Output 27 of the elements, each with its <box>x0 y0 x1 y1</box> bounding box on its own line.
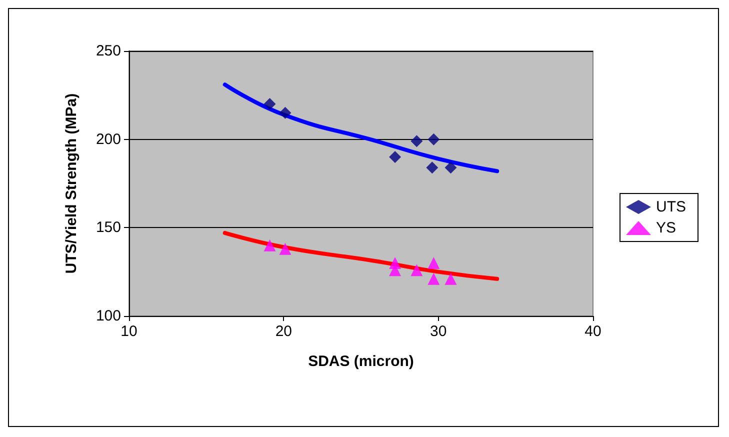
point <box>410 135 423 148</box>
point <box>426 162 438 174</box>
point <box>279 242 292 255</box>
x-tick-label: 10 <box>120 323 138 340</box>
y-tick-label: 250 <box>96 42 121 60</box>
point <box>444 272 457 285</box>
y-tick-label: 150 <box>96 219 121 236</box>
point <box>389 264 402 276</box>
y-tick-label: 100 <box>96 308 121 324</box>
x-tick-label: 40 <box>584 323 602 340</box>
point <box>264 98 276 110</box>
point <box>428 272 440 285</box>
y-axis-title: UTS/Yield Strength (MPa) <box>63 93 80 274</box>
point <box>264 239 276 252</box>
line-series <box>222 82 500 174</box>
point <box>389 151 402 163</box>
point <box>444 162 457 174</box>
x-axis-title: SDAS (micron) <box>308 353 414 370</box>
point <box>279 106 292 119</box>
x-tick-label: 20 <box>275 323 292 340</box>
x-tick-label: 30 <box>430 323 447 340</box>
point <box>428 257 440 269</box>
y-tick-label: 200 <box>96 130 121 148</box>
legend-label: YS <box>656 220 676 236</box>
legend-label: UTS <box>656 198 686 216</box>
point <box>410 264 423 276</box>
point <box>428 133 440 146</box>
